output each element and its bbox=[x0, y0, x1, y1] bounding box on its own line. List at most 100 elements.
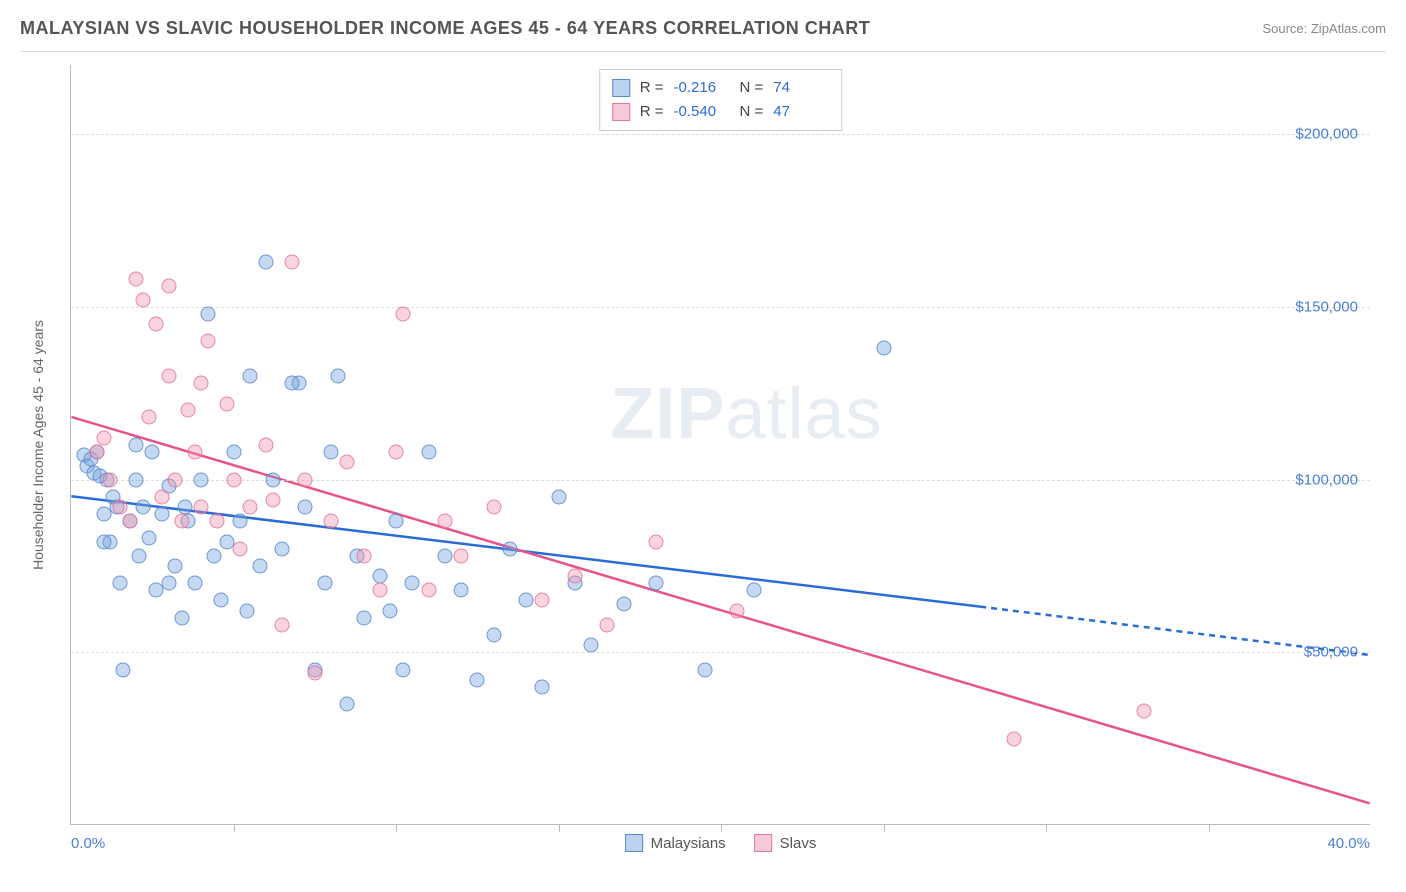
data-point bbox=[307, 666, 322, 681]
data-point bbox=[340, 697, 355, 712]
x-tick bbox=[559, 824, 560, 832]
data-point bbox=[454, 548, 469, 563]
data-point bbox=[200, 306, 215, 321]
x-tick bbox=[1046, 824, 1047, 832]
swatch-blue-icon bbox=[612, 79, 630, 97]
data-point bbox=[142, 410, 157, 425]
data-point bbox=[242, 500, 257, 515]
x-tick bbox=[721, 824, 722, 832]
x-axis-min-label: 0.0% bbox=[71, 835, 105, 852]
data-point bbox=[129, 438, 144, 453]
data-point bbox=[340, 455, 355, 470]
data-point bbox=[210, 514, 225, 529]
data-point bbox=[174, 610, 189, 625]
data-point bbox=[168, 558, 183, 573]
source-label: Source: ZipAtlas.com bbox=[1262, 21, 1386, 36]
data-point bbox=[421, 444, 436, 459]
data-point bbox=[122, 514, 137, 529]
data-point bbox=[470, 672, 485, 687]
chart-title: MALAYSIAN VS SLAVIC HOUSEHOLDER INCOME A… bbox=[20, 18, 870, 39]
data-point bbox=[551, 489, 566, 504]
data-point bbox=[129, 272, 144, 287]
data-point bbox=[265, 493, 280, 508]
data-point bbox=[395, 306, 410, 321]
y-tick-label: $200,000 bbox=[1295, 126, 1358, 143]
data-point bbox=[486, 628, 501, 643]
data-point bbox=[600, 617, 615, 632]
data-point bbox=[252, 558, 267, 573]
stats-box: R = -0.216 N = 74 R = -0.540 N = 47 bbox=[599, 69, 843, 131]
data-point bbox=[265, 472, 280, 487]
data-point bbox=[298, 500, 313, 515]
x-axis-max-label: 40.0% bbox=[1327, 835, 1370, 852]
data-point bbox=[454, 583, 469, 598]
legend-item-slavs: Slavs bbox=[754, 834, 817, 852]
data-point bbox=[135, 500, 150, 515]
data-point bbox=[90, 444, 105, 459]
y-tick-label: $100,000 bbox=[1295, 471, 1358, 488]
x-tick bbox=[396, 824, 397, 832]
data-point bbox=[233, 514, 248, 529]
data-point bbox=[220, 396, 235, 411]
data-point bbox=[1136, 704, 1151, 719]
data-point bbox=[421, 583, 436, 598]
stats-row-malaysians: R = -0.216 N = 74 bbox=[612, 76, 830, 100]
data-point bbox=[437, 514, 452, 529]
data-point bbox=[389, 514, 404, 529]
data-point bbox=[96, 534, 111, 549]
data-point bbox=[285, 254, 300, 269]
data-point bbox=[226, 444, 241, 459]
data-point bbox=[405, 576, 420, 591]
y-tick-label: $150,000 bbox=[1295, 298, 1358, 315]
data-point bbox=[194, 500, 209, 515]
gridline bbox=[71, 134, 1370, 135]
data-point bbox=[259, 438, 274, 453]
data-point bbox=[168, 472, 183, 487]
data-point bbox=[324, 514, 339, 529]
x-tick bbox=[884, 824, 885, 832]
data-point bbox=[132, 548, 147, 563]
data-point bbox=[161, 368, 176, 383]
data-point bbox=[330, 368, 345, 383]
data-point bbox=[298, 472, 313, 487]
data-point bbox=[96, 431, 111, 446]
swatch-blue-icon bbox=[625, 834, 643, 852]
data-point bbox=[567, 569, 582, 584]
data-point bbox=[181, 403, 196, 418]
data-point bbox=[135, 292, 150, 307]
swatch-pink-icon bbox=[612, 103, 630, 121]
data-point bbox=[194, 472, 209, 487]
swatch-pink-icon bbox=[754, 834, 772, 852]
data-point bbox=[486, 500, 501, 515]
data-point bbox=[372, 569, 387, 584]
data-point bbox=[142, 531, 157, 546]
data-point bbox=[535, 593, 550, 608]
data-point bbox=[155, 507, 170, 522]
data-point bbox=[103, 472, 118, 487]
divider bbox=[20, 51, 1386, 52]
data-point bbox=[112, 576, 127, 591]
data-point bbox=[177, 500, 192, 515]
data-point bbox=[285, 375, 300, 390]
data-point bbox=[207, 548, 222, 563]
data-point bbox=[356, 548, 371, 563]
x-tick bbox=[1209, 824, 1210, 832]
data-point bbox=[616, 596, 631, 611]
data-point bbox=[116, 662, 131, 677]
data-point bbox=[129, 472, 144, 487]
data-point bbox=[730, 603, 745, 618]
data-point bbox=[356, 610, 371, 625]
data-point bbox=[1006, 731, 1021, 746]
data-point bbox=[324, 444, 339, 459]
data-point bbox=[174, 514, 189, 529]
data-point bbox=[233, 541, 248, 556]
data-point bbox=[161, 576, 176, 591]
data-point bbox=[200, 334, 215, 349]
data-point bbox=[382, 603, 397, 618]
data-point bbox=[389, 444, 404, 459]
data-point bbox=[535, 679, 550, 694]
watermark: ZIPatlas bbox=[610, 373, 882, 455]
data-point bbox=[194, 375, 209, 390]
data-point bbox=[584, 638, 599, 653]
data-point bbox=[242, 368, 257, 383]
